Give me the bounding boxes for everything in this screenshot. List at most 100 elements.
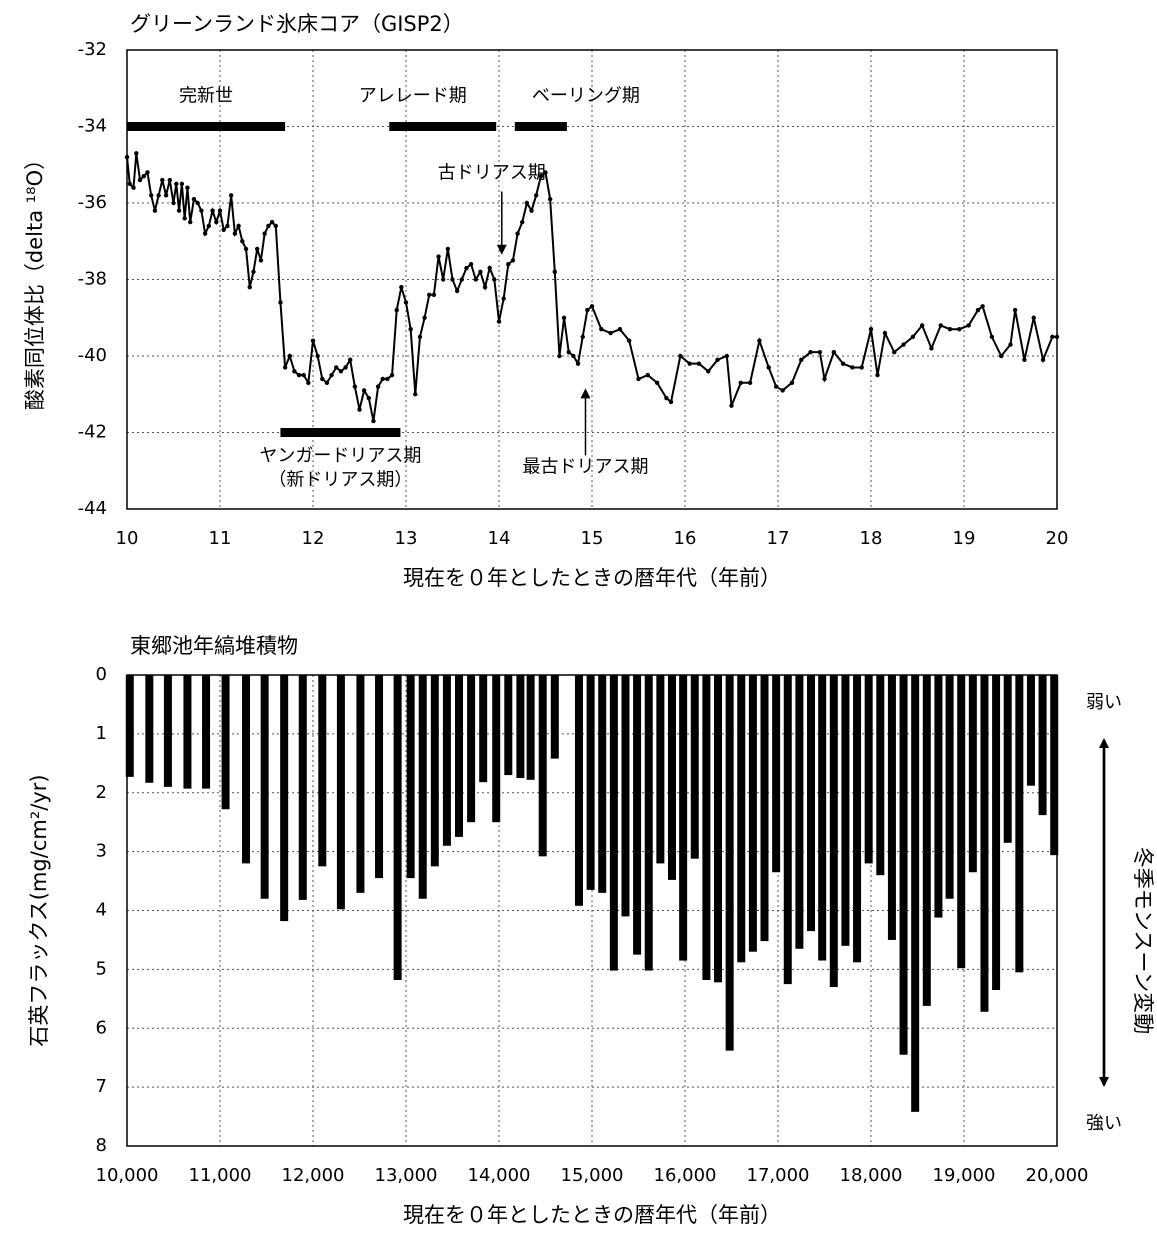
data-point — [561, 315, 567, 320]
bar — [336, 675, 345, 910]
data-point — [255, 246, 260, 252]
data-point — [817, 349, 823, 355]
data-point — [589, 304, 595, 309]
data-point — [431, 292, 437, 297]
data-point — [529, 208, 534, 213]
data-point — [422, 315, 427, 320]
bar — [393, 675, 402, 980]
data-point — [687, 361, 692, 366]
bar — [202, 675, 211, 789]
data-point — [636, 376, 641, 382]
data-point — [966, 323, 971, 328]
data-point — [999, 353, 1004, 359]
data-point — [176, 208, 182, 213]
bar — [633, 675, 642, 955]
x-tick-label: 19 — [953, 528, 976, 549]
data-point — [668, 399, 674, 405]
bar — [725, 675, 734, 1051]
data-point — [225, 223, 230, 229]
data-point — [808, 349, 813, 355]
bar — [783, 675, 792, 985]
bar — [145, 675, 154, 783]
data-point — [678, 353, 683, 359]
data-point — [464, 265, 469, 271]
data-point — [338, 369, 344, 374]
data-point — [1040, 357, 1046, 363]
data-point — [1022, 357, 1027, 363]
data-point — [840, 361, 846, 366]
data-point — [352, 384, 358, 389]
data-point — [134, 151, 139, 156]
bar — [644, 675, 653, 971]
data-point — [145, 170, 150, 175]
period-label: アレレード期 — [359, 86, 467, 107]
data-point — [766, 365, 771, 370]
data-point — [492, 277, 497, 282]
y-tick-label: 4 — [96, 900, 107, 921]
data-point — [174, 181, 179, 187]
y-tick-label: 1 — [96, 723, 107, 744]
data-point — [236, 223, 241, 229]
data-point — [171, 200, 176, 206]
bar — [864, 675, 873, 864]
data-point — [217, 208, 223, 213]
data-point — [487, 265, 492, 271]
data-point — [747, 380, 753, 385]
bar — [550, 675, 559, 759]
data-point — [371, 418, 376, 424]
data-point — [645, 372, 650, 378]
data-point — [251, 269, 256, 275]
data-point — [1008, 342, 1013, 347]
side-bottom-label: 強い — [1086, 1113, 1122, 1134]
bar — [760, 675, 769, 942]
data-point — [202, 231, 208, 236]
bar — [492, 675, 501, 823]
side-label: 冬季モンスーン変動 — [1131, 847, 1155, 1035]
data-point — [199, 208, 204, 213]
bar — [980, 675, 989, 1012]
y-tick-label: 5 — [96, 958, 107, 979]
data-point — [482, 284, 488, 290]
data-point — [1054, 334, 1060, 340]
y-tick-label: -40 — [78, 345, 107, 366]
bar — [737, 675, 746, 963]
data-point — [892, 349, 897, 355]
bar — [356, 675, 365, 893]
data-point — [901, 342, 906, 347]
data-point — [831, 349, 836, 355]
data-point — [296, 372, 302, 378]
y-tick-label: 8 — [96, 1135, 107, 1156]
bar — [609, 675, 618, 971]
arrow-label: 古ドリアス期 — [438, 163, 546, 184]
data-point — [822, 376, 827, 382]
bar — [418, 675, 427, 899]
data-point — [278, 300, 283, 305]
bar — [714, 675, 723, 983]
period-label: （新ドリアス期） — [268, 470, 412, 491]
data-point — [399, 284, 404, 290]
data-point — [799, 357, 804, 363]
data-point — [664, 395, 669, 401]
data-point — [520, 219, 525, 225]
bar — [467, 675, 476, 823]
data-point — [127, 181, 132, 187]
data-point — [179, 181, 185, 187]
data-point — [868, 327, 874, 332]
y-tick-label: -32 — [78, 39, 107, 60]
data-point — [273, 223, 278, 229]
data-point — [608, 330, 613, 336]
x-tick-label: 16 — [674, 528, 697, 549]
data-point — [757, 338, 762, 343]
bar — [772, 675, 781, 873]
data-point — [552, 269, 557, 275]
data-point — [191, 196, 197, 202]
bar — [1026, 675, 1035, 786]
x-tick-label: 18,000 — [840, 1165, 903, 1186]
data-point — [343, 365, 348, 370]
y-tick-label: 2 — [96, 782, 107, 803]
data-point — [441, 277, 446, 282]
data-point — [468, 262, 474, 267]
x-tick-label: 13 — [395, 528, 418, 549]
x-tick-label: 14,000 — [468, 1165, 531, 1186]
x-tick-label: 11,000 — [189, 1165, 252, 1186]
